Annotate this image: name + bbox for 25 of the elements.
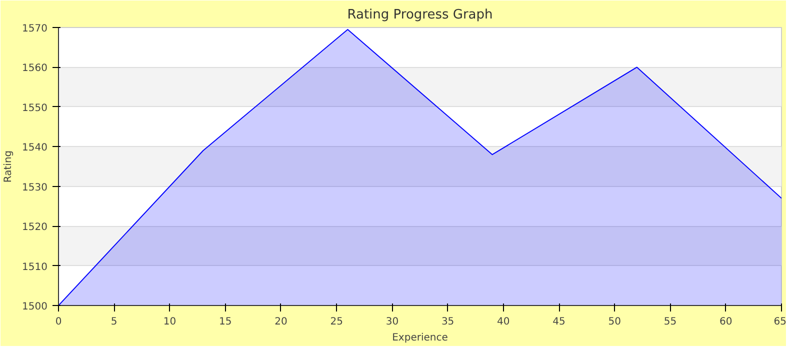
x-tick-label: 0 xyxy=(55,316,62,328)
y-tick-label: 1530 xyxy=(22,182,48,194)
y-axis-title: Rating xyxy=(3,150,14,183)
x-tick-label: 35 xyxy=(441,316,454,328)
x-tick-label: 50 xyxy=(608,316,622,328)
y-tick-label: 1550 xyxy=(22,102,48,114)
x-tick-label: 30 xyxy=(386,316,399,328)
x-tick-label: 60 xyxy=(720,316,732,328)
y-tick-label: 1520 xyxy=(22,222,48,234)
y-tick-label: 1500 xyxy=(22,302,48,312)
x-tick-label: 20 xyxy=(274,316,288,328)
x-axis-title: Experience xyxy=(392,332,448,344)
x-tick-label: 15 xyxy=(218,316,232,328)
x-tick-label: 45 xyxy=(552,316,566,328)
x-tick-label: 40 xyxy=(497,316,510,328)
chart-title: Rating Progress Graph xyxy=(347,8,493,22)
y-tick-label: 1540 xyxy=(22,142,48,154)
x-tick-label: 10 xyxy=(163,316,176,328)
x-tick-label: 55 xyxy=(664,316,677,328)
y-tick-label: 1510 xyxy=(22,262,48,273)
x-tick-label: 65 xyxy=(774,316,787,328)
y-tick-label: 1560 xyxy=(22,63,48,74)
y-tick-label: 1570 xyxy=(22,24,48,34)
x-tick-label: 5 xyxy=(110,316,118,328)
x-tick-label: 25 xyxy=(330,316,343,328)
